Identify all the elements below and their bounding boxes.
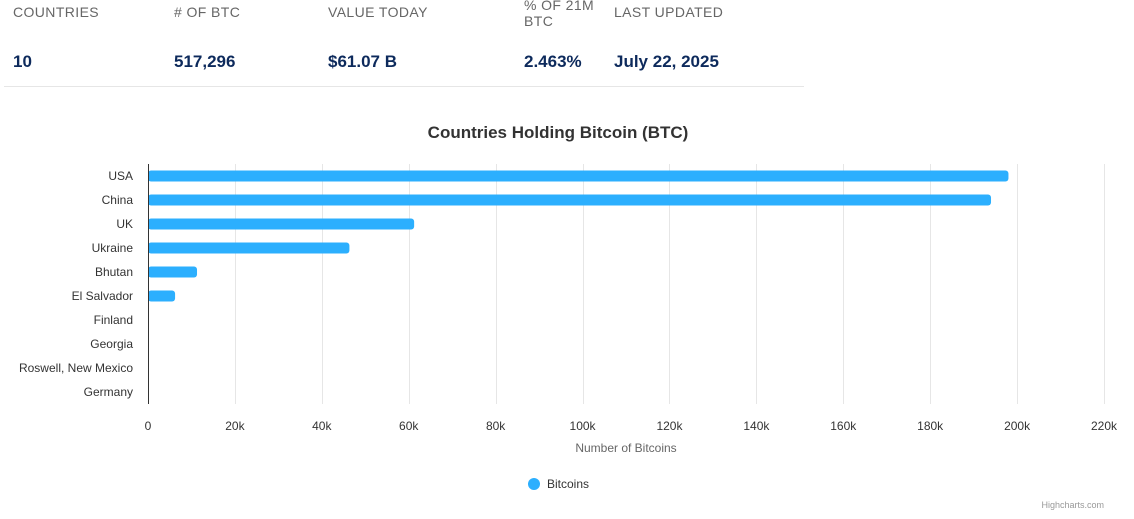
x-tick-label: 40k	[312, 419, 332, 433]
category-label: Georgia	[90, 337, 133, 351]
legend-marker	[528, 478, 540, 490]
category-label: China	[102, 193, 134, 207]
category-label: Bhutan	[95, 265, 133, 279]
x-tick-labels: 0 20k 40k 60k 80k 100k 120k 140k 160k 180k 200k 220…	[145, 419, 1118, 433]
category-label: USA	[108, 169, 133, 183]
x-tick-label: 140k	[743, 419, 770, 433]
x-axis-title: Number of Bitcoins	[575, 441, 676, 455]
stat-value: 2.463%	[524, 52, 582, 71]
stat-value: $61.07 B	[328, 52, 397, 71]
stats-bar: COUNTRIES 10 # OF BTC 517,296 VALUE TODA…	[4, 0, 804, 87]
legend-item-bitcoins[interactable]: Bitcoins	[528, 477, 589, 491]
category-label: Ukraine	[92, 241, 134, 255]
stat-value: 517,296	[174, 52, 236, 71]
x-tick-label: 120k	[656, 419, 683, 433]
category-label: El Salvador	[72, 289, 133, 303]
x-tick-label: 0	[145, 419, 152, 433]
category-label: Finland	[94, 313, 133, 327]
x-tick-label: 20k	[225, 419, 245, 433]
bar[interactable]	[148, 218, 415, 230]
category-label: Germany	[84, 385, 133, 399]
bar[interactable]	[148, 242, 350, 254]
stat-label: % OF 21M BTC	[524, 0, 595, 29]
bar[interactable]	[148, 290, 176, 302]
stat-label: VALUE TODAY	[328, 4, 428, 20]
chart-svg: Countries Holding Bitcoin (BTC) USA China…	[19, 123, 1118, 510]
bar[interactable]	[148, 194, 992, 206]
stat-label: COUNTRIES	[13, 4, 100, 20]
bitcoin-holdings-chart: Countries Holding Bitcoin (BTC) USA China…	[0, 105, 1134, 519]
x-tick-label: 100k	[570, 419, 597, 433]
x-tick-label: 160k	[830, 419, 857, 433]
stat-value: July 22, 2025	[614, 52, 719, 71]
stat-value: 10	[13, 52, 32, 71]
bars	[148, 170, 1009, 302]
x-tick-label: 60k	[399, 419, 419, 433]
category-label: Roswell, New Mexico	[19, 361, 133, 375]
x-tick-label: 200k	[1004, 419, 1031, 433]
credits-link[interactable]: Highcharts.com	[1041, 500, 1104, 510]
stat-label: # OF BTC	[174, 4, 241, 20]
category-label: UK	[116, 217, 133, 231]
x-tick-label: 80k	[486, 419, 506, 433]
bar[interactable]	[148, 170, 1009, 182]
x-tick-label: 220k	[1091, 419, 1118, 433]
chart-title: Countries Holding Bitcoin (BTC)	[428, 123, 689, 142]
x-tick-label: 180k	[917, 419, 944, 433]
stat-label: LAST UPDATED	[614, 4, 724, 20]
category-labels: USA China UK Ukraine Bhutan El Salvador Finlan…	[19, 169, 133, 399]
legend-label: Bitcoins	[547, 477, 589, 491]
bar[interactable]	[148, 266, 198, 278]
